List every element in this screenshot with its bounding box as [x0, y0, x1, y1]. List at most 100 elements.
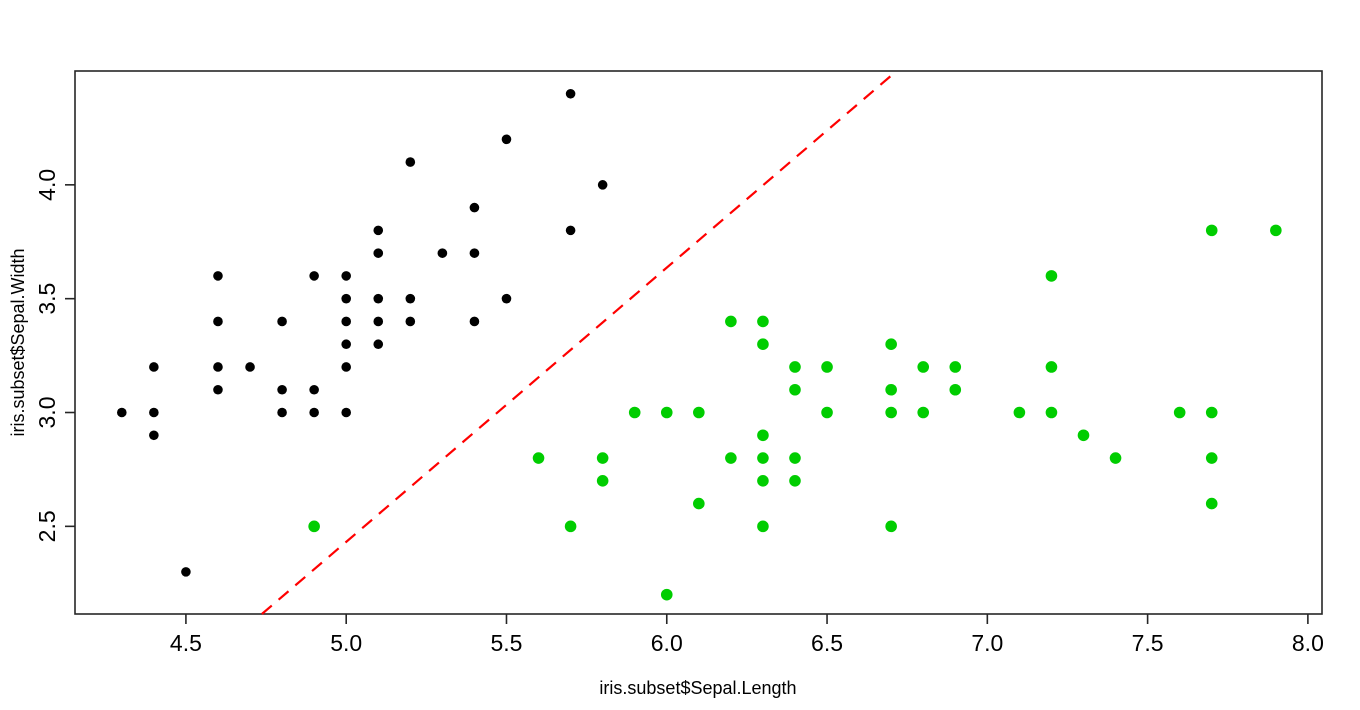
data-point-green-points	[821, 361, 833, 373]
data-point-green-points	[949, 383, 962, 396]
data-point-black-points	[373, 293, 384, 304]
data-point-green-points	[308, 520, 320, 533]
plot-box	[74, 70, 1323, 615]
data-point-green-points	[660, 406, 673, 419]
data-point-black-points	[309, 271, 319, 281]
data-point-green-points	[757, 338, 769, 351]
data-point-green-points	[1045, 270, 1058, 282]
y-axis-tick-label: 2.5	[34, 510, 60, 542]
data-point-green-points	[564, 520, 577, 533]
data-point-green-points	[628, 406, 641, 419]
data-point-black-points	[117, 407, 127, 418]
data-point-green-points	[949, 361, 962, 373]
data-point-black-points	[149, 362, 159, 372]
data-point-black-points	[277, 384, 287, 395]
data-point-black-points	[405, 316, 416, 327]
data-point-black-points	[405, 293, 416, 304]
y-axis-tick-label: 3.5	[34, 283, 60, 315]
y-axis-tick-label: 4.0	[34, 169, 60, 201]
data-point-black-points	[181, 567, 191, 577]
data-point-green-points	[757, 429, 769, 442]
x-axis-tick-label: 7.0	[971, 630, 1003, 656]
data-point-green-points	[1109, 452, 1122, 464]
data-point-black-points	[469, 316, 480, 327]
data-point-green-points	[1205, 497, 1218, 510]
data-point-green-points	[789, 383, 801, 396]
data-point-black-points	[213, 384, 223, 395]
data-point-green-points	[757, 452, 769, 464]
x-axis-title: iris.subset$Sepal.Length	[599, 678, 796, 698]
data-point-green-points	[693, 497, 705, 510]
data-point-black-points	[373, 248, 384, 258]
data-point-black-points	[149, 407, 159, 418]
data-point-green-points	[885, 520, 897, 533]
data-point-green-points	[1205, 224, 1218, 237]
data-point-black-points	[373, 316, 384, 327]
data-point-green-points	[1045, 361, 1058, 373]
data-point-black-points	[437, 248, 448, 258]
data-point-green-points	[885, 383, 897, 396]
data-point-black-points	[469, 202, 480, 213]
data-point-green-points	[885, 338, 897, 351]
x-axis-tick-label: 5.5	[490, 630, 522, 656]
data-point-black-points	[341, 407, 351, 418]
data-point-green-points	[1205, 406, 1218, 419]
data-point-black-points	[341, 362, 351, 372]
data-point-green-points	[757, 520, 769, 533]
x-axis-tick-label: 4.5	[170, 630, 202, 656]
data-point-green-points	[917, 361, 930, 373]
data-point-green-points	[725, 452, 737, 464]
data-point-black-points	[341, 339, 351, 350]
data-point-black-points	[213, 316, 223, 327]
x-axis-tick-label: 6.0	[651, 630, 683, 656]
data-point-green-points	[1205, 452, 1218, 464]
data-point-black-points	[469, 248, 480, 258]
data-point-black-points	[373, 339, 384, 350]
x-axis-tick-label: 8.0	[1292, 630, 1324, 656]
data-point-green-points	[1077, 429, 1090, 442]
data-point-green-points	[885, 406, 897, 419]
y-axis-tick-label: 3.0	[34, 397, 60, 429]
data-point-green-points	[660, 588, 673, 601]
data-point-green-points	[725, 315, 737, 328]
data-point-black-points	[213, 271, 223, 281]
data-point-black-points	[277, 407, 287, 418]
data-point-black-points	[565, 88, 576, 99]
data-point-green-points	[757, 475, 769, 487]
data-point-black-points	[597, 180, 608, 190]
data-point-green-points	[917, 406, 930, 419]
data-point-green-points	[532, 452, 545, 464]
data-point-black-points	[405, 157, 416, 167]
data-point-green-points	[693, 406, 705, 419]
decision-boundary-line	[261, 70, 898, 615]
data-point-green-points	[821, 406, 833, 419]
data-point-green-points	[789, 475, 801, 487]
data-point-black-points	[373, 225, 384, 236]
data-point-green-points	[596, 452, 609, 464]
y-axis-title: iris.subset$Sepal.Width	[8, 248, 28, 436]
x-axis-tick-label: 5.0	[330, 630, 362, 656]
data-point-black-points	[341, 316, 351, 327]
data-point-black-points	[309, 384, 319, 395]
data-point-black-points	[277, 316, 287, 327]
data-point-black-points	[213, 362, 223, 372]
data-point-green-points	[596, 475, 609, 487]
data-point-green-points	[789, 452, 801, 464]
data-point-green-points	[1045, 406, 1058, 419]
data-point-green-points	[1013, 406, 1026, 419]
data-point-black-points	[341, 293, 351, 304]
data-point-black-points	[245, 362, 255, 372]
data-point-black-points	[501, 134, 512, 145]
data-point-green-points	[789, 361, 801, 373]
data-point-black-points	[565, 225, 576, 236]
x-axis-tick-label: 7.5	[1132, 630, 1164, 656]
data-point-green-points	[1173, 406, 1186, 419]
data-point-black-points	[341, 271, 351, 281]
data-point-black-points	[149, 430, 159, 441]
data-point-green-points	[757, 315, 769, 328]
data-point-black-points	[501, 293, 512, 304]
data-point-green-points	[1270, 224, 1282, 237]
x-axis-tick-label: 6.5	[811, 630, 843, 656]
